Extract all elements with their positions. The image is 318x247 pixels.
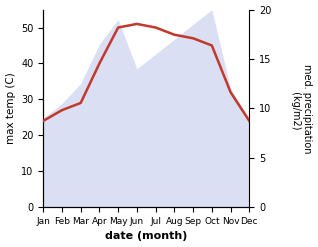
Y-axis label: med. precipitation
 (kg/m2): med. precipitation (kg/m2) (291, 64, 313, 153)
Y-axis label: max temp (C): max temp (C) (5, 72, 16, 144)
X-axis label: date (month): date (month) (105, 231, 187, 242)
